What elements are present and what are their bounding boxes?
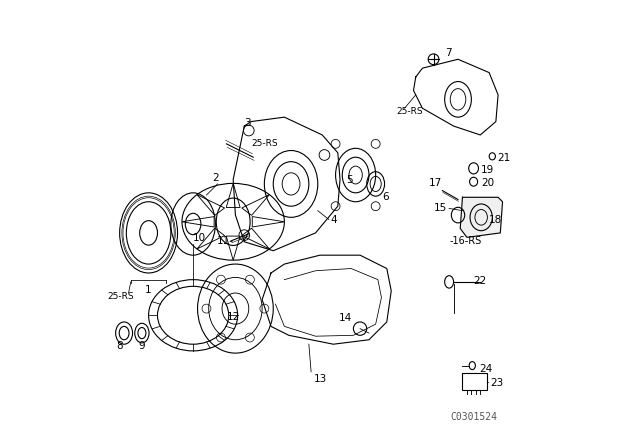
Bar [463,373,487,390]
Text: 20: 20 [481,178,494,188]
Text: 6: 6 [382,192,389,202]
Text: 13: 13 [314,375,326,384]
Text: 5: 5 [346,175,353,185]
Text: 12: 12 [227,313,240,323]
Text: 4: 4 [331,215,337,225]
Text: 25-RS: 25-RS [397,108,423,116]
Text: 3: 3 [244,118,251,128]
Text: 9: 9 [139,340,145,351]
Text: 10: 10 [193,233,206,243]
Text: 25-RS: 25-RS [251,139,278,148]
Text: -16-RS: -16-RS [449,236,481,246]
Text: 15: 15 [433,203,447,213]
Text: 25-RS: 25-RS [108,292,134,301]
Text: 1: 1 [145,285,152,295]
Text: 8: 8 [116,340,123,351]
Text: 7: 7 [445,47,451,58]
Text: C0301524: C0301524 [450,412,497,422]
Text: 23: 23 [490,379,503,388]
Text: 21: 21 [497,153,511,163]
Text: 17: 17 [429,177,442,188]
Polygon shape [460,197,502,237]
Text: 22: 22 [474,276,487,286]
Text: 24: 24 [479,364,493,374]
Text: 18: 18 [489,215,502,224]
Text: 19: 19 [481,165,495,175]
Text: 14: 14 [339,313,352,323]
Text: 2: 2 [212,172,219,183]
Text: 11-: 11- [217,236,234,246]
